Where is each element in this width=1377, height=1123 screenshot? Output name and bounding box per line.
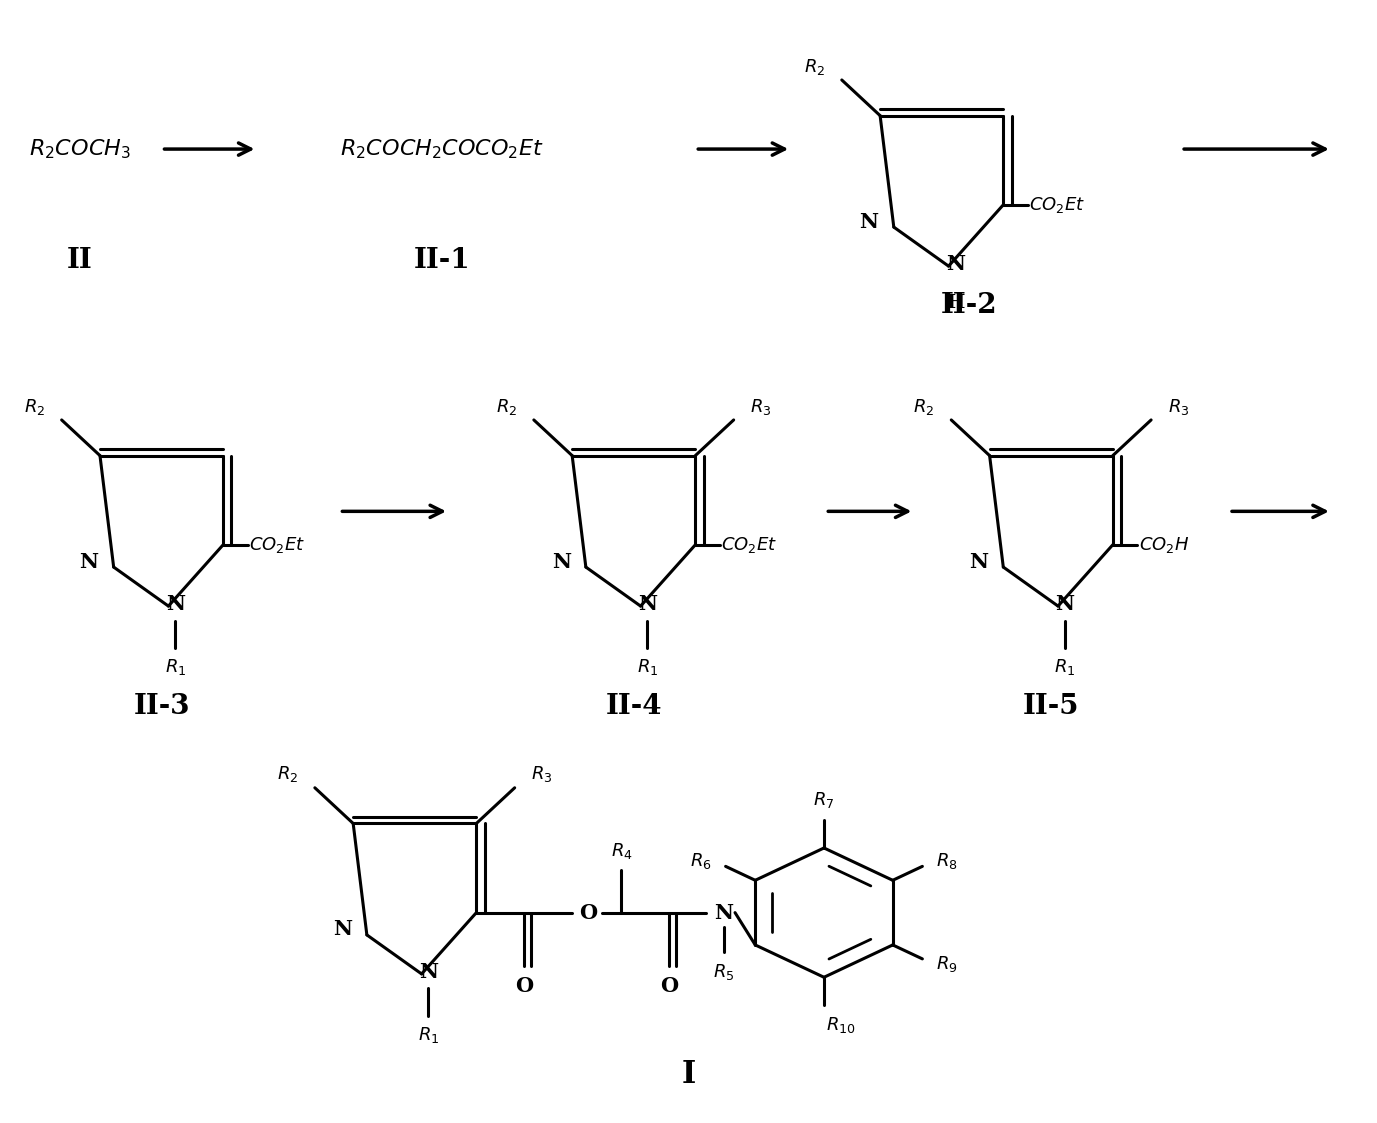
Text: $R_2$: $R_2$	[496, 396, 518, 417]
Text: N: N	[859, 211, 879, 231]
Text: I: I	[682, 1059, 695, 1089]
Text: N: N	[552, 551, 571, 572]
Text: $R_2COCH_2COCO_2Et$: $R_2COCH_2COCO_2Et$	[340, 137, 544, 161]
Text: II: II	[66, 247, 92, 274]
Text: $R_7$: $R_7$	[814, 791, 834, 810]
Text: N: N	[946, 254, 965, 274]
Text: $R_2$: $R_2$	[804, 56, 825, 76]
Text: $R_5$: $R_5$	[713, 961, 735, 982]
Text: $R_4$: $R_4$	[610, 841, 632, 861]
Text: N: N	[333, 920, 351, 939]
Text: O: O	[580, 903, 598, 923]
Text: $R_1$: $R_1$	[1055, 657, 1075, 677]
Text: II-5: II-5	[1023, 693, 1080, 720]
Text: II-4: II-4	[606, 693, 662, 720]
Text: N: N	[1055, 594, 1074, 614]
Text: $CO_2Et$: $CO_2Et$	[722, 535, 778, 555]
Text: N: N	[165, 594, 185, 614]
Text: N: N	[969, 551, 989, 572]
Text: $R_6$: $R_6$	[690, 851, 712, 870]
Text: $R_2$: $R_2$	[913, 396, 935, 417]
Text: $R_3$: $R_3$	[750, 396, 771, 417]
Text: N: N	[419, 961, 438, 982]
Text: H: H	[946, 294, 964, 312]
Text: $CO_2Et$: $CO_2Et$	[249, 535, 306, 555]
Text: $R_2$: $R_2$	[23, 396, 45, 417]
Text: $CO_2Et$: $CO_2Et$	[1029, 194, 1085, 214]
Text: $R_{10}$: $R_{10}$	[826, 1015, 855, 1035]
Text: $R_1$: $R_1$	[165, 657, 186, 677]
Text: O: O	[661, 976, 679, 996]
Text: $R_3$: $R_3$	[532, 765, 552, 784]
Text: $R_8$: $R_8$	[936, 851, 958, 870]
Text: $R_2$: $R_2$	[277, 765, 297, 784]
Text: II-2: II-2	[940, 292, 997, 319]
Text: $R_1$: $R_1$	[636, 657, 658, 677]
Text: N: N	[80, 551, 99, 572]
Text: $CO_2H$: $CO_2H$	[1139, 535, 1190, 555]
Text: $R_2COCH_3$: $R_2COCH_3$	[29, 137, 131, 161]
Text: $R_9$: $R_9$	[936, 955, 958, 975]
Text: N: N	[638, 594, 657, 614]
Text: $R_1$: $R_1$	[417, 1025, 439, 1046]
Text: II-3: II-3	[134, 693, 190, 720]
Text: II-1: II-1	[414, 247, 471, 274]
Text: $R_3$: $R_3$	[1168, 396, 1190, 417]
Text: N: N	[715, 903, 734, 923]
Text: O: O	[515, 976, 533, 996]
